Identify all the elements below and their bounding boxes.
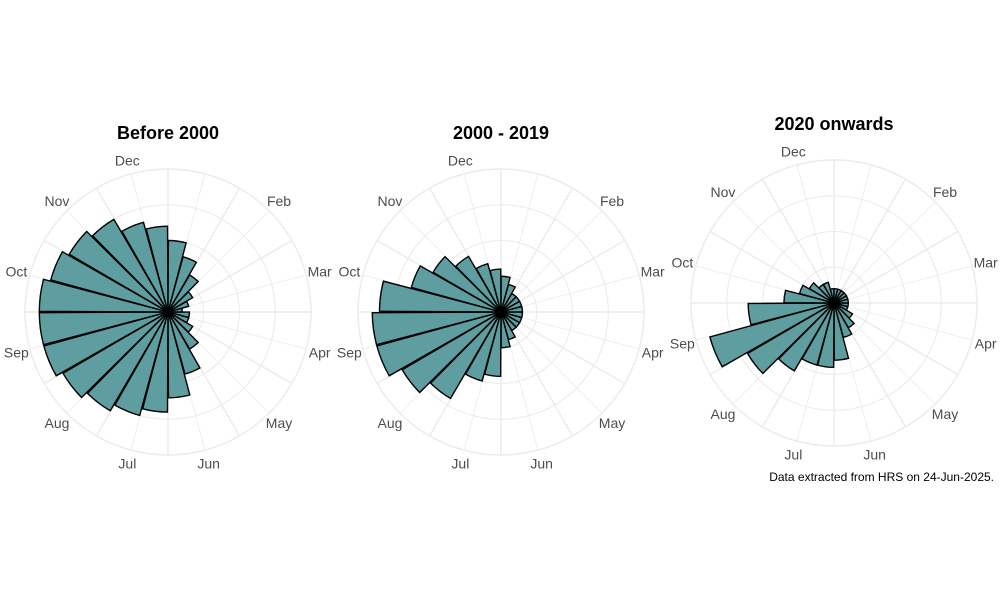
month-label-jul: Jul <box>784 447 802 463</box>
polar-bar <box>62 311 169 399</box>
month-label-mar: Mar <box>974 254 998 270</box>
panel-title: 2020 onwards <box>774 114 893 134</box>
polar-bar <box>167 300 190 313</box>
month-label-mar: Mar <box>641 263 665 279</box>
month-label-jul: Jul <box>118 456 136 472</box>
month-label-may: May <box>932 406 958 422</box>
month-label-apr: Apr <box>975 336 997 352</box>
month-label-jul: Jul <box>451 456 469 472</box>
polar-bar <box>808 281 835 304</box>
month-label-oct: Oct <box>5 263 27 279</box>
month-label-feb: Feb <box>600 193 624 209</box>
grid-spoke <box>761 178 835 304</box>
polar-bar <box>475 262 502 313</box>
polar-panel-1: Feb Mar Apr May Jun Jul Aug Sep Oct Nov Dec Before … <box>4 123 332 472</box>
polar-bar <box>777 302 835 372</box>
polar-panel-3: Feb Mar Apr May Jun Jul Aug Sep Oct Nov Dec 2020 on… <box>670 114 998 463</box>
month-label-apr: Apr <box>642 345 664 361</box>
grid-spoke <box>500 311 603 414</box>
polar-bar <box>747 302 835 326</box>
month-label-sep: Sep <box>337 345 362 361</box>
polar-bar <box>86 311 169 412</box>
polar-bar <box>464 311 502 382</box>
grid-spoke <box>500 311 626 385</box>
polar-bar <box>145 225 169 313</box>
month-label-may: May <box>266 415 292 431</box>
month-label-nov: Nov <box>378 193 403 209</box>
month-label-dec: Dec <box>781 143 806 159</box>
polar-bars <box>708 281 856 375</box>
month-label-jun: Jun <box>863 447 886 463</box>
polar-bar <box>371 311 502 346</box>
month-label-sep: Sep <box>670 336 695 352</box>
grid-spoke <box>167 311 307 350</box>
month-label-dec: Dec <box>115 152 140 168</box>
polar-bar <box>432 255 502 313</box>
polar-bar <box>429 311 502 400</box>
polar-bar <box>489 268 502 313</box>
polar-bar <box>833 298 850 304</box>
grid-spoke <box>500 311 640 350</box>
month-label-nov: Nov <box>45 193 70 209</box>
grid-spoke <box>833 302 973 341</box>
polar-panel-2: Feb Mar Apr May Jun Jul Aug Sep Oct Nov Dec 2000 - … <box>337 123 665 472</box>
month-label-oct: Oct <box>338 263 360 279</box>
grid-spoke <box>796 164 835 304</box>
month-label-feb: Feb <box>933 184 957 200</box>
month-label-nov: Nov <box>711 184 736 200</box>
grid-spoke <box>500 239 626 313</box>
polar-bar <box>167 274 200 313</box>
month-label-jun: Jun <box>197 456 220 472</box>
grid-spoke <box>833 265 973 304</box>
grid-spoke <box>500 274 640 313</box>
grid-spoke <box>833 164 872 304</box>
polar-bar <box>746 302 835 375</box>
data-source-caption: Data extracted from HRS on 24-Jun-2025. <box>769 470 994 484</box>
polar-bar <box>454 255 502 313</box>
month-label-jun: Jun <box>530 456 553 472</box>
month-label-may: May <box>599 415 625 431</box>
polar-bar <box>91 218 169 313</box>
grid-spoke <box>833 302 959 376</box>
polar-bar <box>401 311 502 394</box>
month-label-dec: Dec <box>448 152 473 168</box>
polar-bar <box>120 221 169 313</box>
polar-bar <box>38 311 169 346</box>
month-label-oct: Oct <box>671 254 693 270</box>
polar-bar <box>410 264 502 313</box>
month-label-apr: Apr <box>309 345 331 361</box>
polar-bar <box>42 311 169 377</box>
polar-bar <box>49 250 169 313</box>
month-labels: Feb Mar Apr May Jun Jul Aug Sep Oct Nov Dec <box>670 143 998 462</box>
grid-spoke <box>833 230 959 304</box>
grid-spoke <box>833 178 907 304</box>
polar-bar <box>167 290 194 313</box>
month-label-sep: Sep <box>4 345 29 361</box>
grid-spoke <box>833 201 936 304</box>
month-label-aug: Aug <box>378 415 403 431</box>
polar-bar <box>500 305 524 313</box>
polar-bar <box>68 230 169 313</box>
month-labels: Feb Mar Apr May Jun Jul Aug Sep Oct Nov Dec <box>4 152 332 471</box>
polar-bar <box>167 311 191 399</box>
polar-bar <box>375 311 502 377</box>
polar-bars <box>38 218 201 417</box>
month-label-aug: Aug <box>45 415 70 431</box>
polar-bars <box>371 255 524 400</box>
polar-bar <box>822 281 835 304</box>
month-label-feb: Feb <box>267 193 291 209</box>
grid-spoke <box>167 274 307 313</box>
polar-bar <box>708 302 835 368</box>
month-label-mar: Mar <box>308 263 332 279</box>
polar-bar <box>113 311 169 417</box>
grid-spoke <box>500 210 603 313</box>
polar-bar <box>167 255 198 313</box>
month-label-aug: Aug <box>711 406 736 422</box>
polar-bar <box>167 307 184 313</box>
panel-title: 2000 - 2019 <box>453 123 549 143</box>
month-labels: Feb Mar Apr May Jun Jul Aug Sep Oct Nov Dec <box>337 152 665 471</box>
panel-title: Before 2000 <box>117 123 219 143</box>
